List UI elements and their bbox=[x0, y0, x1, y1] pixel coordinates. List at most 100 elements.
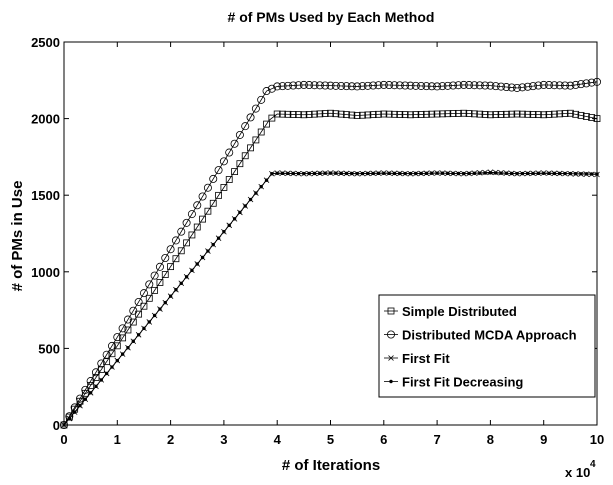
data-point bbox=[515, 171, 519, 176]
data-point bbox=[407, 111, 414, 119]
x-tick-labels: 0 1 2 3 4 5 6 7 8 9 10 bbox=[60, 432, 604, 447]
data-point bbox=[556, 110, 564, 118]
data-point bbox=[289, 81, 298, 90]
data-point bbox=[353, 82, 362, 91]
data-point bbox=[417, 111, 425, 118]
data-point bbox=[289, 111, 297, 118]
data-point bbox=[315, 81, 324, 90]
data-point bbox=[206, 249, 210, 253]
data-point bbox=[235, 130, 244, 139]
data-point bbox=[424, 171, 429, 176]
data-point bbox=[225, 148, 234, 157]
data-point bbox=[214, 166, 223, 175]
data-point bbox=[331, 81, 340, 90]
data-point bbox=[507, 83, 516, 92]
data-point bbox=[419, 171, 423, 176]
data-point bbox=[259, 184, 263, 189]
data-point bbox=[347, 82, 356, 91]
data-point bbox=[353, 112, 361, 119]
data-point bbox=[327, 109, 334, 117]
data-point bbox=[102, 350, 111, 359]
data-point bbox=[494, 171, 498, 175]
data-point bbox=[215, 191, 222, 199]
data-point bbox=[456, 171, 461, 176]
data-point bbox=[573, 171, 578, 176]
data-point bbox=[337, 81, 346, 90]
data-point bbox=[161, 271, 169, 278]
data-point bbox=[584, 172, 589, 176]
data-point bbox=[472, 171, 477, 175]
data-point bbox=[401, 111, 409, 119]
data-point bbox=[216, 236, 221, 240]
data-point bbox=[243, 204, 247, 208]
data-point bbox=[557, 171, 562, 176]
data-point bbox=[182, 218, 191, 227]
data-point bbox=[332, 110, 340, 118]
data-point bbox=[497, 82, 506, 91]
data-point bbox=[316, 110, 324, 118]
data-point bbox=[513, 83, 522, 92]
data-point bbox=[311, 110, 318, 118]
data-point bbox=[552, 171, 557, 176]
data-point bbox=[542, 171, 546, 175]
y-tick-label: 2500 bbox=[31, 35, 60, 50]
data-point bbox=[268, 114, 276, 122]
data-point bbox=[435, 171, 439, 175]
data-point bbox=[328, 171, 333, 175]
data-point bbox=[547, 171, 551, 176]
data-point bbox=[502, 83, 511, 92]
data-point bbox=[518, 83, 527, 92]
data-point bbox=[140, 302, 148, 310]
data-point bbox=[534, 111, 542, 119]
data-point bbox=[359, 111, 366, 119]
data-point bbox=[248, 197, 253, 202]
data-point bbox=[478, 171, 482, 175]
data-point bbox=[595, 172, 599, 176]
data-point bbox=[550, 110, 558, 118]
data-point bbox=[299, 80, 308, 89]
legend-item: First Fit Decreasing bbox=[384, 375, 523, 390]
series-first-fit-decreasing bbox=[62, 171, 599, 427]
y-tick-label: 2000 bbox=[31, 112, 60, 127]
data-point bbox=[142, 326, 146, 331]
data-point bbox=[344, 171, 349, 176]
data-point bbox=[156, 279, 164, 286]
data-point bbox=[318, 171, 322, 176]
data-point bbox=[280, 171, 285, 176]
data-point bbox=[403, 171, 407, 176]
data-point bbox=[342, 82, 351, 91]
data-point bbox=[273, 110, 281, 118]
data-point bbox=[131, 339, 135, 343]
data-point bbox=[264, 178, 269, 182]
data-point bbox=[451, 171, 455, 176]
data-point bbox=[475, 81, 484, 90]
data-point bbox=[387, 171, 391, 176]
data-point bbox=[459, 80, 468, 89]
data-point bbox=[536, 171, 541, 176]
x-tick-label: 4 bbox=[274, 432, 282, 447]
data-point bbox=[390, 81, 399, 90]
x-tick-label: 5 bbox=[327, 432, 334, 447]
data-point bbox=[99, 378, 104, 382]
data-point bbox=[296, 171, 301, 176]
data-point bbox=[467, 171, 471, 176]
legend-marker bbox=[386, 330, 395, 339]
x-tick-label: 2 bbox=[167, 432, 174, 447]
data-point bbox=[241, 122, 250, 131]
data-point bbox=[119, 334, 127, 342]
data-point bbox=[171, 236, 180, 245]
data-point bbox=[151, 286, 159, 294]
data-point bbox=[520, 171, 525, 176]
data-point bbox=[392, 171, 397, 176]
data-point bbox=[369, 81, 378, 90]
data-point bbox=[302, 171, 306, 176]
data-point bbox=[241, 152, 249, 160]
x-tick-label: 0 bbox=[60, 432, 67, 447]
data-point bbox=[587, 78, 596, 87]
data-point bbox=[254, 191, 258, 195]
data-point bbox=[486, 111, 494, 119]
x-tick-label: 3 bbox=[220, 432, 227, 447]
data-point bbox=[145, 280, 154, 289]
data-point bbox=[366, 171, 370, 176]
data-point bbox=[433, 110, 441, 118]
